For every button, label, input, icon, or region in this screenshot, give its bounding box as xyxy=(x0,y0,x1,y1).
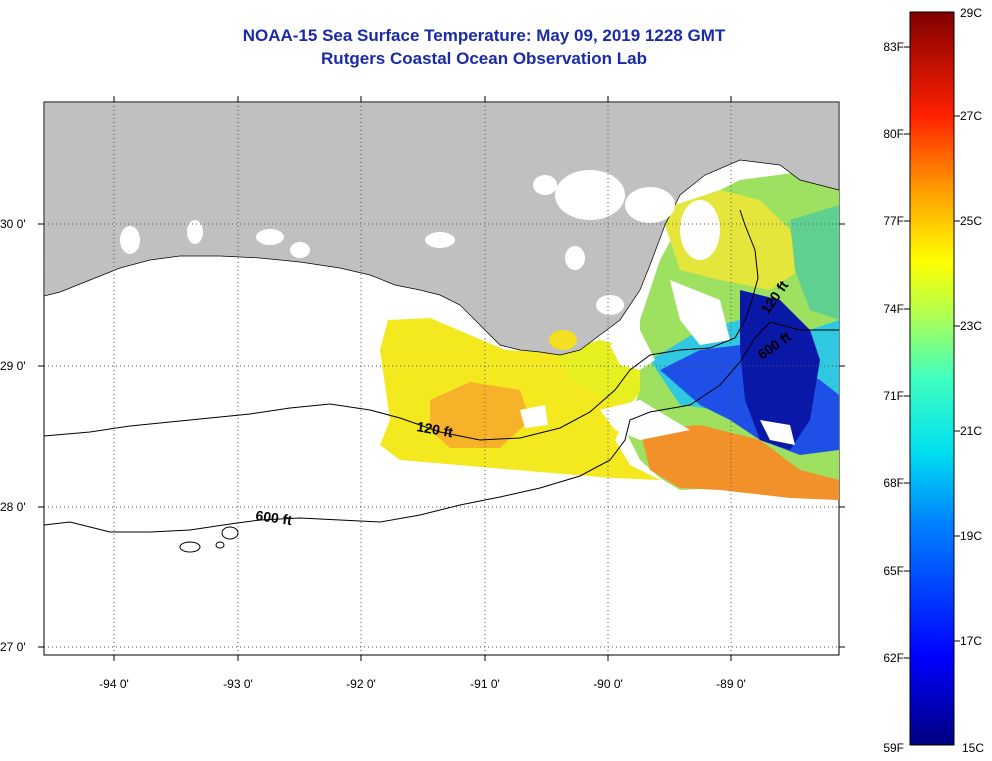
cloud-gap xyxy=(520,405,548,428)
map-subtitle: Rutgers Coastal Ocean Observation Lab xyxy=(321,49,647,68)
inland-water xyxy=(120,170,720,315)
map-title: NOAA-15 Sea Surface Temperature: May 09,… xyxy=(242,26,726,45)
lon-label-91: -91 0' xyxy=(470,677,500,691)
lon-label-93: -93 0' xyxy=(223,677,253,691)
sst-swath-orange-west xyxy=(430,382,530,448)
sst-swath-east-orange xyxy=(640,425,839,500)
colorbar-f-62: 62F xyxy=(883,651,904,665)
lon-label-89: -89 0' xyxy=(716,677,746,691)
contour-island xyxy=(221,526,239,540)
colorbar-c-23: 23C xyxy=(960,319,982,333)
colorbar-c-15: 15C xyxy=(962,741,984,755)
colorbar-ticks xyxy=(904,46,960,659)
contour-label-120ft-west: 120 ft xyxy=(415,418,454,440)
cloud-gap xyxy=(670,280,730,345)
colorbar-c-21: 21C xyxy=(960,424,982,438)
land-mass xyxy=(44,102,839,356)
contour-label-600ft-west: 600 ft xyxy=(255,507,294,528)
colorbar-f-71: 71F xyxy=(883,389,904,403)
colorbar-c-29: 29C xyxy=(960,6,982,20)
colorbar-f-65: 65F xyxy=(883,564,904,578)
lat-label-30: 30 0' xyxy=(0,217,26,231)
lon-label-94: -94 0' xyxy=(99,677,129,691)
lat-label-28: 28 0' xyxy=(0,500,26,514)
contour-600ft xyxy=(44,321,839,533)
colorbar xyxy=(909,11,955,746)
lat-label-29: 29 0' xyxy=(0,359,26,373)
sst-swath-east-green xyxy=(790,205,839,320)
colorbar-c-27: 27C xyxy=(960,109,982,123)
colorbar-f-80: 80F xyxy=(883,127,904,141)
colorbar-c-19: 19C xyxy=(960,529,982,543)
sst-data-layer xyxy=(380,172,839,500)
colorbar-f-74: 74F xyxy=(883,302,904,316)
colorbar-f-59: 59F xyxy=(883,741,904,755)
bathymetry-contours xyxy=(44,209,839,553)
frame-ticks xyxy=(38,96,845,661)
colorbar-f-77: 77F xyxy=(883,214,904,228)
colorbar-f-83: 83F xyxy=(883,40,904,54)
graticule xyxy=(44,102,839,655)
contour-island xyxy=(179,541,201,553)
lat-label-27: 27 0' xyxy=(0,640,26,654)
cloud-gap xyxy=(760,420,795,445)
colorbar-f-68: 68F xyxy=(883,476,904,490)
sst-bay-warm xyxy=(549,330,577,350)
contour-island xyxy=(215,541,225,549)
cloud-gap xyxy=(600,400,690,440)
contour-120ft xyxy=(44,209,759,441)
lon-label-92: -92 0' xyxy=(346,677,376,691)
colorbar-c-17: 17C xyxy=(960,634,982,648)
lon-label-90: -90 0' xyxy=(593,677,623,691)
colorbar-c-25: 25C xyxy=(960,214,982,228)
